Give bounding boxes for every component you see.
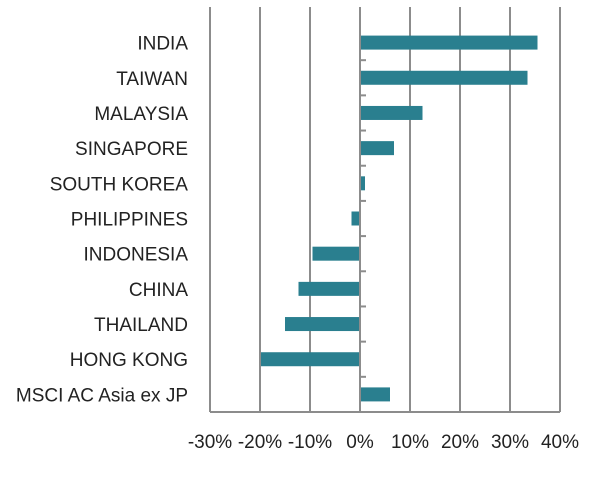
category-labels: INDIA TAIWAN MALAYSIA SINGAPORE SOUTH KOREA P… <box>16 34 188 407</box>
bar <box>312 246 360 261</box>
bar <box>351 211 360 226</box>
category-label: INDONESIA <box>83 245 188 266</box>
bar <box>360 387 390 402</box>
bar <box>360 70 528 85</box>
tick-label: 0% <box>346 432 374 453</box>
tick-label: -20% <box>238 432 282 453</box>
category-label: MSCI AC Asia ex JP <box>16 385 188 406</box>
bar <box>360 141 394 156</box>
bar <box>360 35 538 50</box>
tick-label: 30% <box>491 432 529 453</box>
bars <box>261 35 538 402</box>
axes <box>210 7 560 413</box>
tick-label: 40% <box>541 432 579 453</box>
bar <box>360 105 423 120</box>
tick-labels: -30% -20% -10% 0% 10% 20% 30% 40% <box>188 432 579 453</box>
bar <box>298 281 360 296</box>
category-label: HONG KONG <box>70 350 188 371</box>
category-label: INDIA <box>137 34 188 55</box>
tick-label: 10% <box>391 432 429 453</box>
category-label: CHINA <box>129 280 188 301</box>
tick-label: -10% <box>288 432 332 453</box>
category-label: SINGAPORE <box>75 139 188 160</box>
gridlines <box>209 7 561 412</box>
category-label: PHILIPPINES <box>71 210 188 231</box>
tick-label: 20% <box>441 432 479 453</box>
category-label: SOUTH KOREA <box>50 174 189 195</box>
category-label: THAILAND <box>94 315 188 336</box>
bar <box>285 317 360 332</box>
bar <box>261 352 360 367</box>
tick-label: -30% <box>188 432 232 453</box>
category-label: MALAYSIA <box>94 104 188 125</box>
category-label: TAIWAN <box>116 69 188 90</box>
bar <box>360 176 365 191</box>
